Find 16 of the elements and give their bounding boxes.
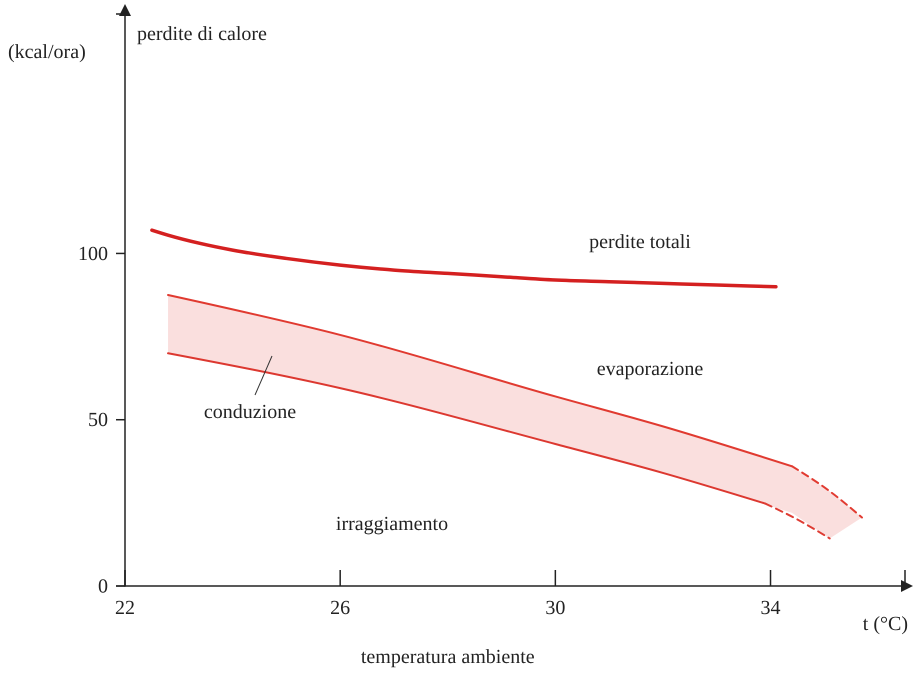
text: t (°C) xyxy=(862,613,908,635)
x-tick-label: 26 xyxy=(330,597,350,620)
y-axis-title: perdite di calore xyxy=(137,23,268,45)
annotation: evaporazione xyxy=(596,358,704,380)
y-tick-label: 100 xyxy=(78,242,108,265)
x-tick-label: 30 xyxy=(545,597,566,620)
annotation: perdite totali xyxy=(589,231,692,253)
x-axis-title: temperatura ambiente xyxy=(360,646,535,668)
y-tick-label: 0 xyxy=(98,575,108,598)
text: (kcal/ora) xyxy=(8,41,86,63)
x-tick-label: 34 xyxy=(760,597,781,620)
y-tick-label: 50 xyxy=(88,409,108,432)
x-tick-label: 22 xyxy=(115,597,135,620)
annotation: conduzione xyxy=(204,401,296,423)
annotation: irraggiamento xyxy=(336,513,448,535)
line-series xyxy=(150,228,778,288)
